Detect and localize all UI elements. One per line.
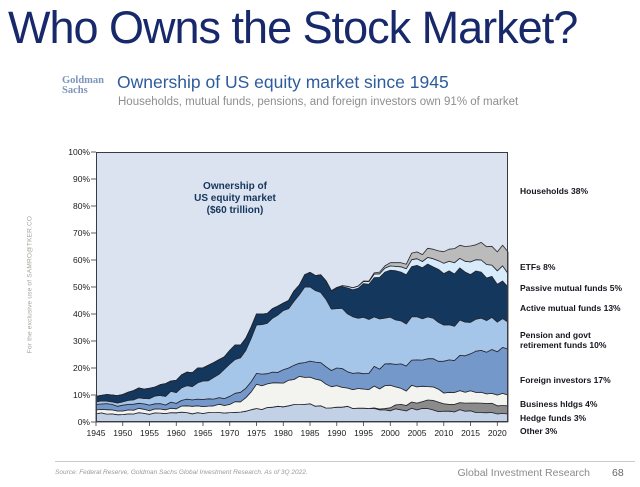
- y-axis-tick-label: 0%: [77, 417, 90, 427]
- footer-department: Global Investment Research: [457, 467, 590, 479]
- series-label-households: Households 38%: [520, 186, 589, 196]
- x-axis-tick-label: 2015: [461, 428, 480, 438]
- y-axis-tick-label: 90%: [72, 174, 90, 184]
- x-axis-tick-label: 1950: [113, 428, 133, 438]
- x-axis-tick-label: 1980: [273, 428, 293, 438]
- y-axis-tick-label: 40%: [72, 309, 90, 319]
- chart-subheading: Households, mutual funds, pensions, and …: [118, 96, 519, 108]
- series-label-active-mutual-funds: Active mutual funds 13%: [520, 303, 621, 313]
- x-axis-tick-label: 1945: [86, 428, 106, 438]
- series-label-etfs: ETFs 8%: [520, 262, 556, 272]
- chart-heading: Ownership of US equity market since 1945: [117, 72, 449, 92]
- series-label-hedge-funds: Hedge funds 3%: [520, 413, 587, 423]
- x-axis-tick-label: 1985: [300, 428, 320, 438]
- logo-line-1: Goldman: [62, 75, 105, 86]
- y-axis-tick-label: 30%: [72, 336, 90, 346]
- y-axis-tick-label: 50%: [72, 282, 90, 292]
- source-note: Source: Federal Reserve, Goldman Sachs G…: [55, 469, 308, 476]
- y-axis-tick-label: 100%: [68, 147, 90, 157]
- watermark-text: For the exclusive use of SAMRO@TKER.CO: [26, 215, 34, 354]
- x-axis-tick-label: 2020: [487, 428, 507, 438]
- series-label-business-hldgs: Business hldgs 4%: [520, 399, 598, 409]
- goldman-sachs-logo: Goldman Sachs: [62, 76, 104, 95]
- series-label-passive-mutual-funds: Passive mutual funds 5%: [520, 283, 623, 293]
- footer-divider: [55, 461, 635, 462]
- x-axis-tick-label: 1960: [166, 428, 186, 438]
- y-axis-tick-label: 70%: [72, 228, 90, 238]
- page-number: 68: [612, 467, 624, 479]
- stacked-area-chart: [91, 151, 509, 426]
- x-axis-tick-label: 1995: [354, 428, 373, 438]
- y-axis-tick-label: 60%: [72, 255, 90, 265]
- x-axis-tick-label: 1970: [220, 428, 240, 438]
- logo-line-2: Sachs: [62, 84, 88, 96]
- series-label-other: Other 3%: [520, 426, 558, 436]
- x-axis-tick-label: 1955: [140, 428, 159, 438]
- series-label-foreign-investors: Foreign investors 17%: [520, 375, 611, 385]
- y-axis-tick-label: 80%: [72, 201, 90, 211]
- series-label-pension-funds: Pension and govt retirement funds 10%: [520, 330, 607, 350]
- x-axis-tick-label: 1990: [327, 428, 347, 438]
- x-axis-tick-label: 2000: [380, 428, 400, 438]
- x-axis-tick-label: 2010: [434, 428, 454, 438]
- x-axis-tick-label: 1965: [193, 428, 213, 438]
- page-title: Who Owns the Stock Market?: [8, 2, 578, 53]
- y-axis-tick-label: 20%: [72, 363, 90, 373]
- x-axis-tick-label: 1975: [247, 428, 266, 438]
- chart-annotation: Ownership of US equity market ($60 trill…: [194, 181, 276, 216]
- x-axis-tick-label: 2005: [407, 428, 427, 438]
- y-axis-tick-label: 10%: [72, 390, 90, 400]
